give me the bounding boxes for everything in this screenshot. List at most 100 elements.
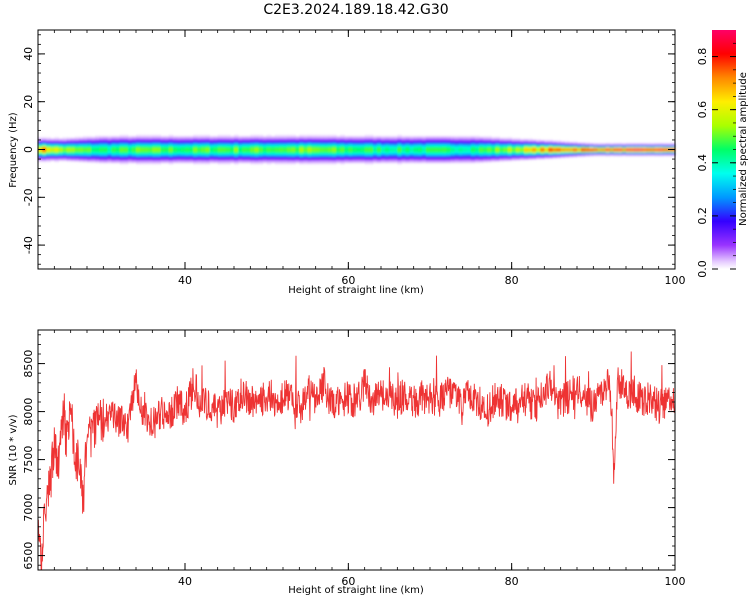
heatmap-cell (119, 155, 125, 157)
heatmap-cell (107, 136, 113, 138)
heatmap-cell (323, 162, 329, 165)
heatmap-cell (381, 144, 386, 147)
heatmap-cell (523, 139, 529, 141)
heatmap-cell (360, 139, 366, 142)
heatmap-cell (213, 160, 219, 162)
heatmap-cell (144, 144, 149, 147)
heatmap-cell (74, 149, 80, 151)
heatmap-cell (131, 147, 137, 149)
heatmap-cell (397, 142, 403, 144)
heatmap-cell (376, 142, 382, 144)
heatmap-cell (254, 154, 260, 156)
heatmap-cell (242, 156, 247, 159)
heatmap-cell (303, 139, 309, 142)
heatmap-cell (507, 156, 513, 159)
y-tick-label: 7000 (22, 494, 35, 522)
heatmap-cell (197, 160, 202, 162)
heatmap-cell (283, 145, 288, 148)
heatmap-cell (348, 153, 354, 155)
heatmap-cell (474, 145, 480, 148)
heatmap-cell (46, 160, 51, 162)
heatmap-cell (642, 143, 648, 146)
heatmap-cell (62, 150, 68, 153)
heatmap-cell (617, 143, 623, 146)
heatmap-cell (270, 144, 276, 147)
heatmap-cell (152, 153, 158, 155)
heatmap-cell (54, 151, 60, 154)
heatmap-cell (54, 154, 60, 156)
heatmap-cell (283, 147, 288, 149)
heatmap-cell (389, 143, 394, 146)
heatmap-cell (176, 142, 182, 144)
heatmap-cell (242, 154, 247, 156)
heatmap-cell (152, 155, 158, 157)
heatmap-cell (95, 144, 100, 146)
heatmap-cell (238, 154, 243, 156)
heatmap-cell (491, 156, 496, 159)
heatmap-cell (111, 142, 117, 144)
heatmap-cell (189, 153, 194, 155)
heatmap-cell (466, 155, 472, 157)
heatmap-cell (397, 143, 403, 146)
heatmap-cell (299, 147, 305, 149)
heatmap-cells (38, 135, 676, 165)
heatmap-cell (532, 146, 537, 149)
heatmap-cell (262, 151, 268, 154)
heatmap-cell (127, 138, 133, 141)
heatmap-cell (360, 157, 366, 160)
heatmap-cell (42, 142, 47, 144)
heatmap-cell (295, 159, 300, 161)
heatmap-cell (483, 152, 488, 154)
heatmap-cell (389, 145, 394, 148)
heatmap-cell (278, 150, 284, 153)
heatmap-cell (131, 143, 137, 146)
heatmap-cell (176, 159, 182, 161)
heatmap-cell (323, 142, 329, 144)
heatmap-cell (434, 138, 439, 141)
heatmap-cell (340, 160, 345, 162)
heatmap-cell (242, 159, 247, 161)
heatmap-cell (634, 154, 639, 156)
heatmap-cell (234, 135, 239, 137)
heatmap-cell (515, 143, 521, 145)
heatmap-cell (262, 150, 268, 153)
heatmap-cell (91, 138, 96, 140)
heatmap-cell (540, 156, 545, 158)
heatmap-cell (589, 154, 594, 156)
heatmap-cell (172, 137, 178, 140)
heatmap-cell (638, 148, 643, 150)
heatmap-cell (572, 151, 578, 154)
heatmap-cell (189, 150, 194, 153)
heatmap-cell (246, 145, 251, 148)
heatmap-cell (319, 151, 325, 154)
heatmap-cell (152, 149, 158, 151)
heatmap-cell (368, 149, 374, 151)
heatmap-cell (291, 155, 296, 157)
heatmap-cell (254, 148, 260, 150)
heatmap-cell (225, 154, 231, 156)
heatmap-cell (156, 160, 162, 162)
heatmap-cell (617, 149, 623, 151)
heatmap-cell (185, 151, 190, 154)
heatmap-cell (180, 154, 186, 156)
heatmap-cell (626, 147, 631, 149)
heatmap-cell (266, 155, 272, 157)
heatmap-cell (532, 144, 537, 147)
heatmap-cell (585, 152, 590, 154)
heatmap-cell (344, 159, 349, 161)
heatmap-cell (115, 137, 121, 140)
heatmap-cell (499, 140, 505, 143)
heatmap-cell (140, 150, 145, 153)
heatmap-cell (630, 154, 635, 156)
heatmap-cell (156, 139, 162, 142)
heatmap-cell (115, 150, 121, 153)
heatmap-cell (295, 160, 300, 162)
heatmap-cell (246, 138, 251, 141)
heatmap-cell (364, 160, 370, 162)
heatmap-cell (585, 151, 590, 153)
heatmap-cell (50, 150, 55, 153)
heatmap-cell (507, 157, 513, 160)
heatmap-cell (91, 158, 96, 160)
heatmap-cell (136, 142, 141, 144)
heatmap-cell (250, 162, 256, 165)
